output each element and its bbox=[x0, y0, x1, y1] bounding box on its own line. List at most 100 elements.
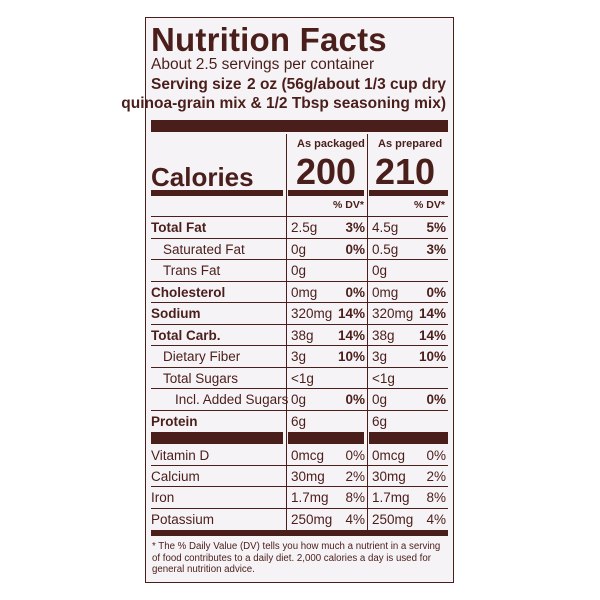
dv-prepared: 14% bbox=[418, 327, 446, 343]
table-row: Calcium 30mg 2% 30mg 2% bbox=[146, 466, 455, 487]
amount-prepared: 250mg bbox=[372, 511, 414, 527]
serving-size-value-line1: 2 oz (56g/about 1/3 cup dry bbox=[247, 76, 446, 93]
amount-packaged: 320mg bbox=[291, 306, 333, 321]
table-row: Dietary Fiber 3g 10% 3g 10% bbox=[146, 346, 455, 367]
col-header-packaged: As packaged bbox=[297, 138, 365, 150]
amount-prepared: <1g bbox=[372, 370, 395, 386]
calories-divider-1 bbox=[151, 190, 283, 196]
calories-divider-2 bbox=[288, 190, 364, 196]
dv-prepared: 2% bbox=[426, 469, 446, 485]
row-rule bbox=[151, 323, 448, 325]
table-row: Potassium 250mg 4% 250mg 4% bbox=[146, 509, 455, 530]
dv-packaged: 14% bbox=[337, 306, 365, 321]
calories-prepared: 210 bbox=[375, 151, 436, 192]
dv-packaged: 4% bbox=[345, 511, 365, 527]
dv-packaged: 0% bbox=[345, 284, 365, 300]
amount-prepared: 6g bbox=[372, 413, 388, 429]
dv-packaged: 0% bbox=[345, 448, 365, 463]
amount-packaged: 30mg bbox=[291, 469, 325, 485]
dv-packaged: 14% bbox=[337, 327, 365, 343]
amount-packaged: 1.7mg bbox=[291, 490, 329, 506]
amount-prepared: 0g bbox=[372, 263, 388, 278]
thick-divider-top bbox=[151, 120, 448, 132]
amount-prepared: 3g bbox=[372, 349, 388, 364]
col-header-prepared: As prepared bbox=[378, 138, 443, 150]
nutrient-name: Total Carb. bbox=[151, 327, 221, 343]
nutrient-name: Trans Fat bbox=[163, 263, 221, 278]
protein-divider-2 bbox=[288, 432, 364, 444]
row-rule bbox=[151, 280, 448, 282]
nutrient-name: Saturated Fat bbox=[163, 241, 245, 257]
serving-size-value-line2: quinoa-grain mix & 1/2 Tbsp seasoning mi… bbox=[121, 94, 446, 112]
dv-header-rule bbox=[151, 216, 448, 217]
amount-prepared: 0mcg bbox=[372, 448, 406, 463]
serving-size-label: Serving size bbox=[151, 76, 242, 93]
amount-packaged: 0g bbox=[291, 392, 307, 407]
amount-prepared: 0.5g bbox=[372, 241, 399, 257]
table-row: Sodium 320mg 14% 320mg 14% bbox=[146, 303, 455, 324]
protein-divider-3 bbox=[369, 432, 448, 444]
dv-prepared: 10% bbox=[418, 349, 446, 364]
amount-packaged: <1g bbox=[291, 370, 314, 386]
column-divider-2 bbox=[367, 134, 368, 530]
amount-packaged: 250mg bbox=[291, 511, 333, 527]
nutrient-name: Potassium bbox=[151, 511, 215, 527]
column-divider-1 bbox=[286, 134, 287, 530]
amount-prepared: 30mg bbox=[372, 469, 406, 485]
calories-packaged: 200 bbox=[296, 151, 357, 192]
table-row: Iron 1.7mg 8% 1.7mg 8% bbox=[146, 487, 455, 508]
dv-prepared: 0% bbox=[426, 448, 446, 463]
dv-packaged: 0% bbox=[345, 241, 365, 257]
amount-packaged: 0g bbox=[291, 241, 307, 257]
amount-packaged: 2.5g bbox=[291, 220, 318, 235]
row-rule bbox=[151, 259, 448, 260]
table-row: Incl. Added Sugars 0g 0% 0g 0% bbox=[146, 389, 455, 410]
table-row: Total Carb. 38g 14% 38g 14% bbox=[146, 325, 455, 346]
nutrient-name: Protein bbox=[151, 413, 198, 429]
dv-packaged: 8% bbox=[345, 490, 365, 506]
row-rule bbox=[151, 486, 448, 488]
dv-packaged: 3% bbox=[345, 220, 365, 235]
table-row: Total Sugars <1g <1g bbox=[146, 368, 455, 389]
amount-prepared: 1.7mg bbox=[372, 490, 410, 506]
nutrition-facts-panel: Nutrition Facts About 2.5 servings per c… bbox=[121, 17, 455, 583]
table-row: Total Fat 2.5g 3% 4.5g 5% bbox=[146, 217, 455, 238]
dv-prepared: 5% bbox=[426, 220, 446, 235]
amount-packaged: 38g bbox=[291, 327, 314, 343]
nutrient-name: Calcium bbox=[151, 469, 200, 485]
nutrient-name: Total Fat bbox=[151, 220, 207, 235]
nutrient-name: Incl. Added Sugars bbox=[175, 392, 289, 407]
amount-packaged: 0mg bbox=[291, 284, 318, 300]
nutrient-name: Total Sugars bbox=[163, 370, 239, 386]
table-row: Cholesterol 0mg 0% 0mg 0% bbox=[146, 282, 455, 303]
nutrient-name: Sodium bbox=[151, 306, 201, 321]
row-rule bbox=[151, 237, 448, 239]
dv-packaged: 2% bbox=[345, 469, 365, 485]
dv-header-prepared: % DV* bbox=[414, 199, 445, 211]
amount-prepared: 0mg bbox=[372, 284, 399, 300]
row-rule bbox=[151, 345, 448, 346]
calories-label: Calories bbox=[151, 162, 254, 192]
table-row: Saturated Fat 0g 0% 0.5g 3% bbox=[146, 239, 455, 260]
dv-packaged: 0% bbox=[345, 392, 365, 407]
row-rule bbox=[151, 507, 448, 509]
row-rule bbox=[151, 409, 448, 411]
table-row: Protein 6g 6g bbox=[146, 411, 455, 432]
dv-prepared: 8% bbox=[426, 490, 446, 506]
servings-per-container: About 2.5 servings per container bbox=[151, 56, 375, 73]
amount-packaged: 0g bbox=[291, 263, 307, 278]
nutrient-name: Cholesterol bbox=[151, 284, 226, 300]
dv-prepared: 0% bbox=[426, 392, 446, 407]
dv-prepared: 14% bbox=[418, 306, 446, 321]
amount-prepared: 320mg bbox=[372, 306, 414, 321]
footnote: * The % Daily Value (DV) tells you how m… bbox=[152, 541, 441, 575]
amount-prepared: 4.5g bbox=[372, 220, 399, 235]
nutrient-name: Dietary Fiber bbox=[163, 349, 241, 364]
row-rule bbox=[151, 388, 448, 389]
dv-prepared: 3% bbox=[426, 241, 446, 257]
thick-divider-bottom bbox=[151, 530, 448, 536]
table-row: Vitamin D 0mcg 0% 0mcg 0% bbox=[146, 445, 455, 466]
row-rule bbox=[151, 302, 448, 303]
protein-divider-1 bbox=[151, 432, 283, 444]
dv-prepared: 4% bbox=[426, 511, 446, 527]
